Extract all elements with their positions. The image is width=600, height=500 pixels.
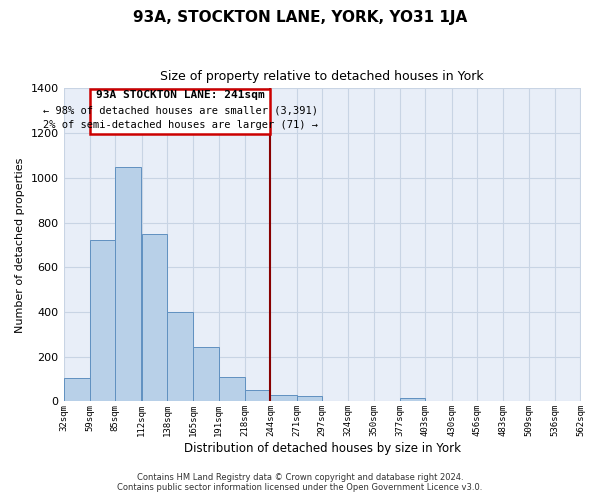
Bar [115,166,142,402]
Bar [90,240,115,402]
Text: ← 98% of detached houses are smaller (3,391): ← 98% of detached houses are smaller (3,… [43,106,317,116]
FancyBboxPatch shape [90,90,271,134]
Bar [297,396,322,402]
Text: 93A, STOCKTON LANE, YORK, YO31 1JA: 93A, STOCKTON LANE, YORK, YO31 1JA [133,10,467,25]
Text: 2% of semi-detached houses are larger (71) →: 2% of semi-detached houses are larger (7… [43,120,317,130]
Title: Size of property relative to detached houses in York: Size of property relative to detached ho… [160,70,484,83]
Bar [167,312,193,402]
Bar [400,398,425,402]
Bar [193,346,218,402]
Text: Contains HM Land Registry data © Crown copyright and database right 2024.
Contai: Contains HM Land Registry data © Crown c… [118,473,482,492]
Bar [219,377,245,402]
Bar [64,378,90,402]
Y-axis label: Number of detached properties: Number of detached properties [15,157,25,332]
Text: 93A STOCKTON LANE: 241sqm: 93A STOCKTON LANE: 241sqm [96,90,265,101]
X-axis label: Distribution of detached houses by size in York: Distribution of detached houses by size … [184,442,461,455]
Bar [271,394,296,402]
Bar [142,234,167,402]
Bar [245,390,270,402]
